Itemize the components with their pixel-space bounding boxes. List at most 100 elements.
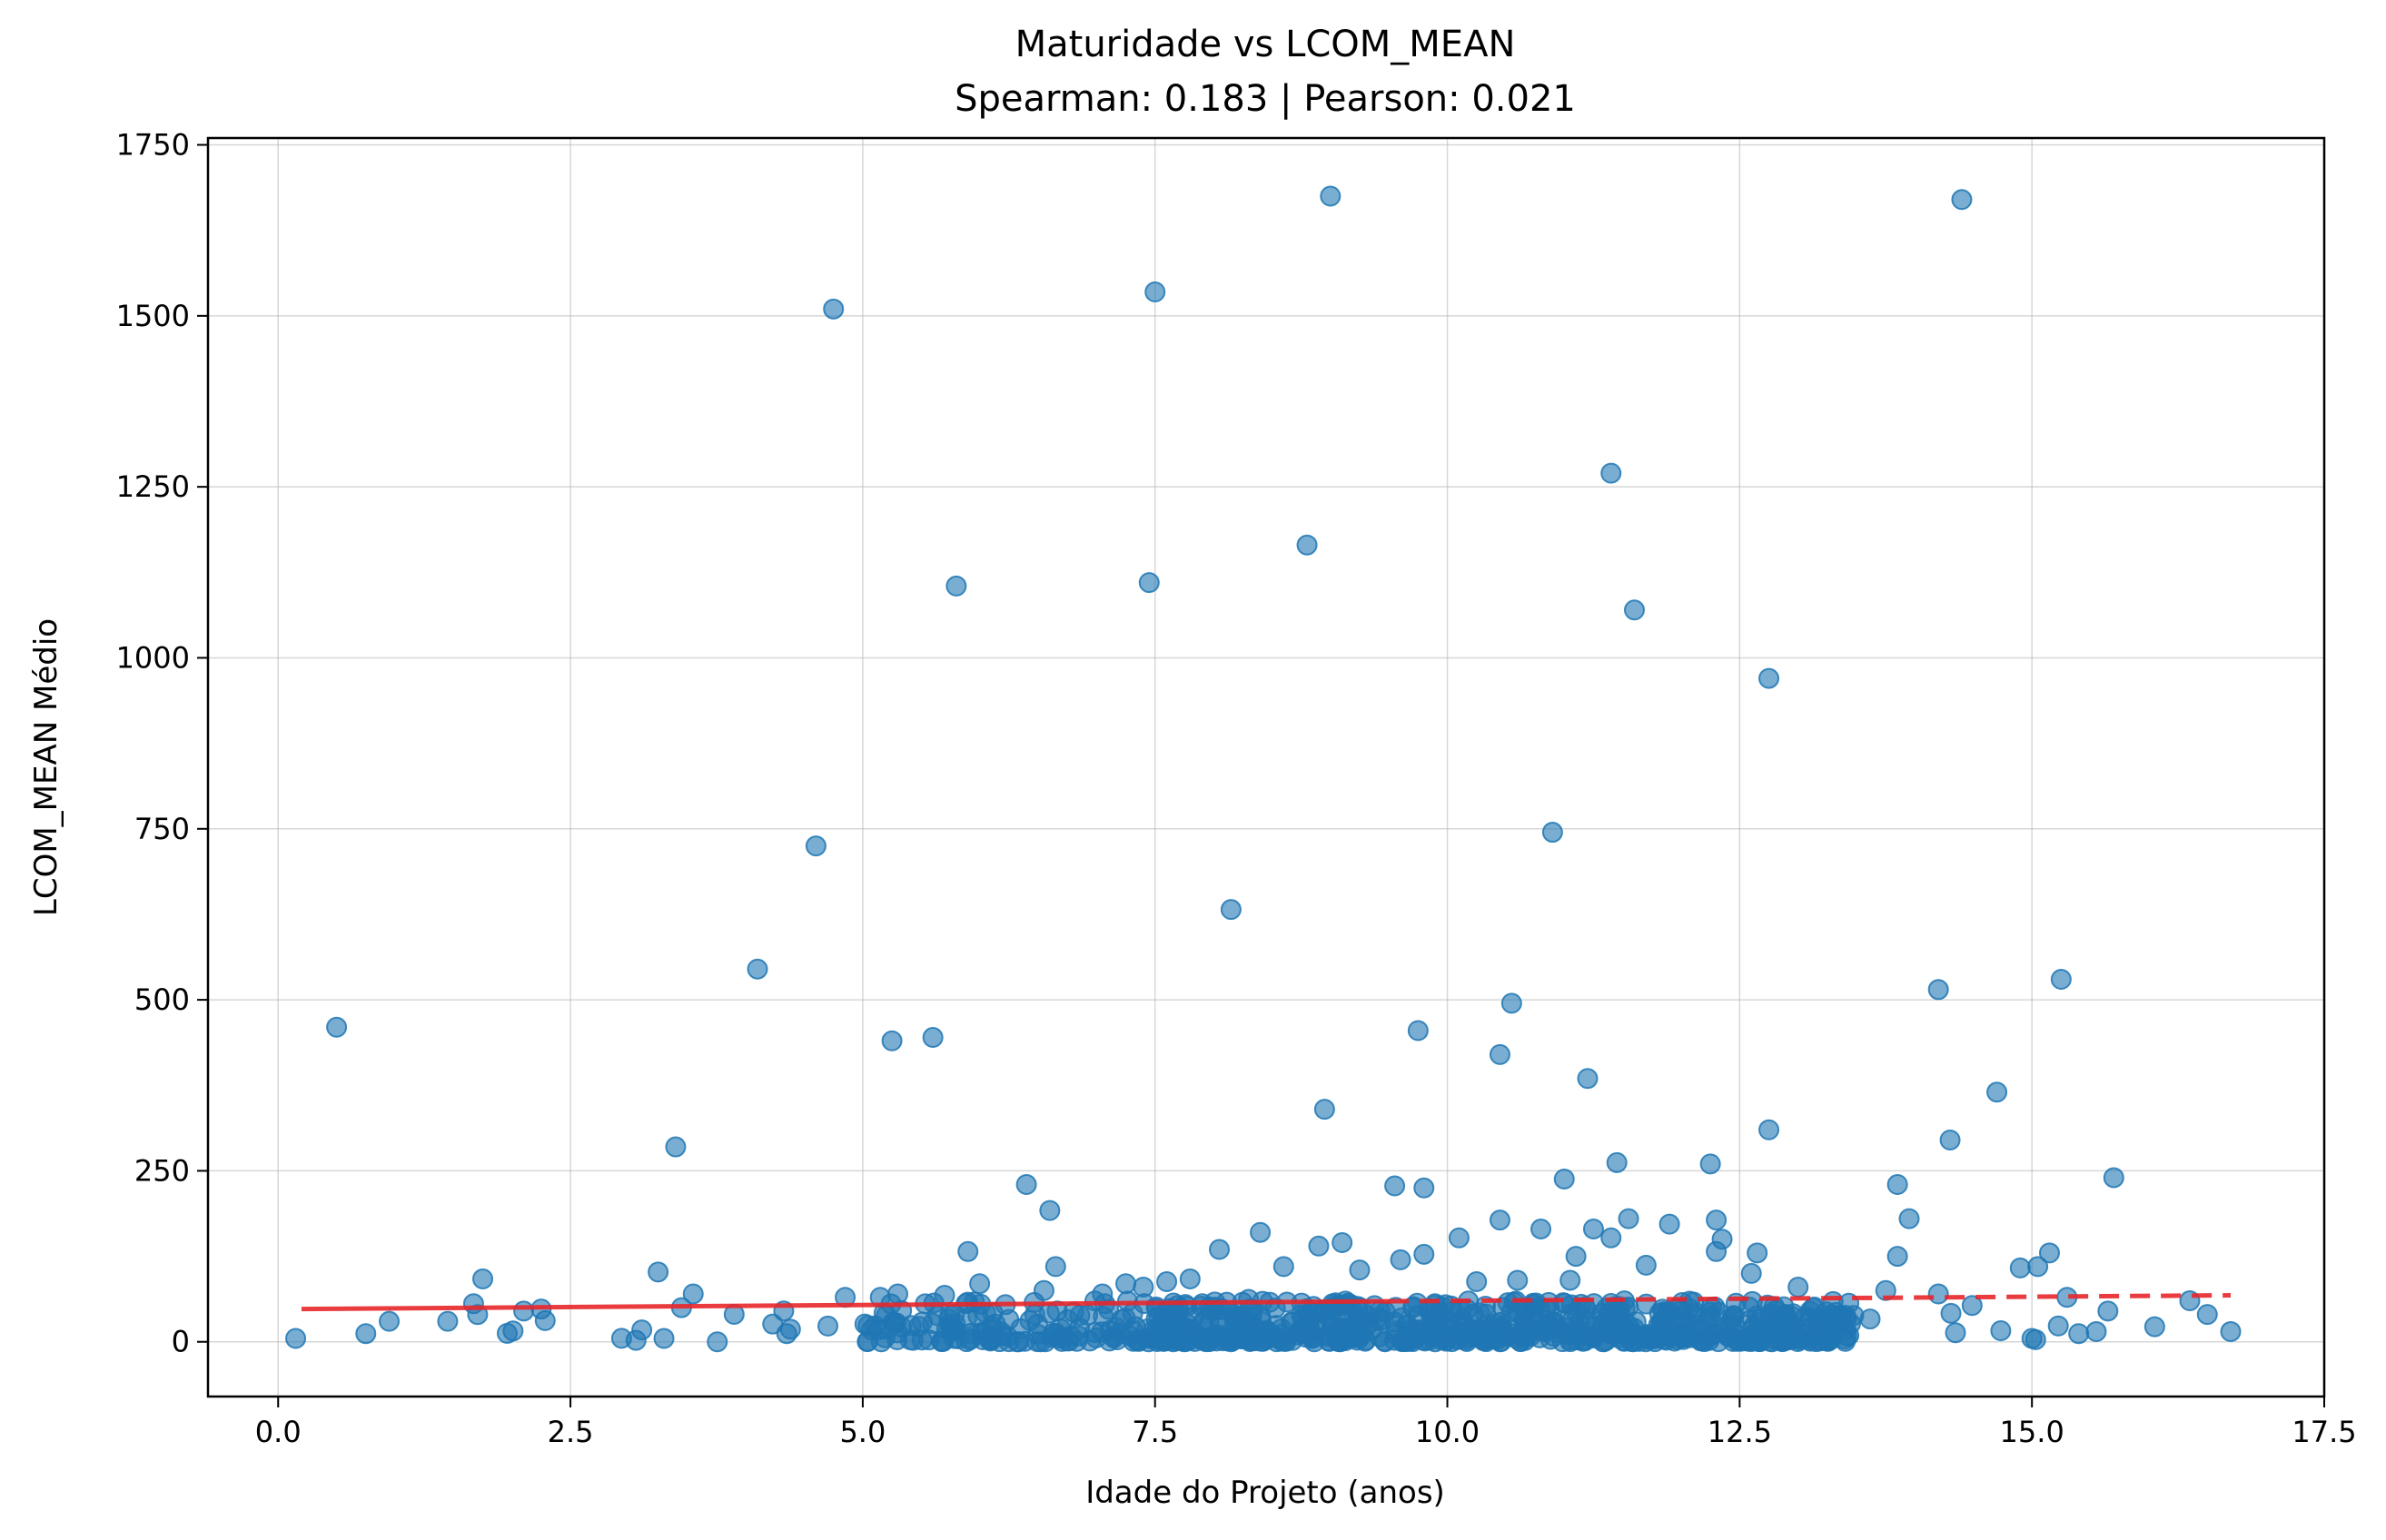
data-point [1313, 1099, 1335, 1120]
data-point [1165, 1324, 1187, 1346]
data-point [472, 1268, 494, 1289]
data-point [1299, 1318, 1321, 1339]
data-point [1628, 1330, 1649, 1352]
data-point [1747, 1242, 1768, 1264]
y-axis-ticks: 0 250 500 750 1000 1250 1500 1750 [116, 128, 208, 1359]
data-point [911, 1311, 933, 1333]
y-tick-label: 0 [172, 1325, 190, 1359]
data-point [945, 575, 967, 597]
data-point [1109, 1323, 1131, 1345]
data-point [1332, 1232, 1353, 1254]
data-point [1489, 1209, 1510, 1231]
y-tick-label: 500 [134, 982, 190, 1017]
data-point [1179, 1268, 1201, 1289]
data-point [1798, 1318, 1820, 1339]
data-point [1176, 1295, 1198, 1317]
data-point [1272, 1256, 1294, 1278]
data-point [1349, 1259, 1371, 1281]
data-point [1766, 1309, 1787, 1331]
data-point [1986, 1081, 2008, 1103]
data-point [983, 1319, 1005, 1341]
data-point [1859, 1308, 1881, 1330]
data-point [2068, 1323, 2090, 1345]
data-point [2103, 1167, 2124, 1189]
data-point [1990, 1319, 2012, 1341]
x-axis-ticks: 0.0 2.5 5.0 7.5 10.0 12.5 15.0 17.5 [255, 1397, 2357, 1449]
data-point [1658, 1301, 1679, 1323]
data-point [1014, 1330, 1035, 1352]
data-point [1045, 1322, 1067, 1344]
data-point [881, 1030, 903, 1051]
data-point [1553, 1168, 1575, 1190]
data-point [1951, 189, 1973, 211]
data-point [1749, 1318, 1771, 1340]
data-point [1115, 1273, 1137, 1295]
data-point [1076, 1304, 1098, 1326]
trend-line-dashed [1389, 1293, 2232, 1304]
data-point [1565, 1246, 1587, 1268]
data-point [1413, 1243, 1435, 1265]
data-point [1927, 979, 1949, 1001]
data-point [823, 298, 845, 320]
data-point [1727, 1330, 1748, 1352]
data-point [1384, 1329, 1406, 1351]
data-point [1541, 822, 1563, 844]
data-point [944, 1319, 965, 1341]
data-point [1606, 1151, 1628, 1173]
data-point [1533, 1319, 1555, 1341]
x-axis-label: Idade do Projeto (anos) [1085, 1475, 1445, 1511]
data-point [1570, 1293, 1592, 1315]
data-point [817, 1315, 839, 1337]
y-tick-label: 1500 [116, 299, 190, 333]
data-point [2220, 1320, 2242, 1342]
data-point [1448, 1227, 1470, 1249]
data-point [1220, 899, 1242, 921]
data-point [1491, 1318, 1513, 1340]
data-point [665, 1136, 687, 1158]
data-point [1209, 1239, 1231, 1260]
data-point [1886, 1173, 1908, 1195]
data-point [1489, 1043, 1510, 1065]
data-point [922, 1027, 944, 1049]
data-point [1623, 599, 1645, 621]
y-axis-label: LCOM_MEAN Médio [28, 618, 64, 916]
data-point [1927, 1283, 1949, 1305]
data-point [1421, 1315, 1442, 1337]
data-point [653, 1328, 675, 1349]
data-point [682, 1283, 704, 1305]
data-point [1084, 1322, 1105, 1344]
data-point [1156, 1270, 1178, 1292]
data-point [326, 1016, 348, 1038]
x-tick-label: 10.0 [1415, 1415, 1480, 1449]
data-point [969, 1273, 991, 1295]
data-point [1577, 1068, 1599, 1090]
data-point [1039, 1199, 1061, 1221]
data-point [1530, 1218, 1552, 1239]
data-point [2143, 1316, 2165, 1338]
data-point [2025, 1328, 2046, 1350]
data-point [502, 1320, 524, 1342]
data-point [1144, 281, 1166, 302]
data-point [534, 1309, 556, 1331]
data-point [1024, 1304, 1045, 1326]
y-tick-label: 1750 [116, 128, 190, 163]
data-point [1384, 1175, 1406, 1197]
data-point [1233, 1318, 1255, 1339]
chart-subtitle: Spearman: 0.183 | Pearson: 0.021 [955, 78, 1576, 120]
data-point [1815, 1328, 1837, 1349]
data-point [1559, 1269, 1581, 1291]
data-point [1723, 1306, 1745, 1328]
data-point [1514, 1312, 1536, 1334]
data-point [437, 1310, 459, 1332]
data-point [1699, 1153, 1721, 1175]
data-point [1191, 1314, 1213, 1336]
data-point [1939, 1130, 1961, 1151]
trend-line-solid [301, 1298, 1390, 1312]
data-point [1706, 1240, 1728, 1262]
data-point [1758, 1119, 1780, 1140]
data-point [1401, 1318, 1423, 1340]
data-point [707, 1331, 728, 1353]
x-tick-label: 15.0 [2000, 1415, 2064, 1449]
data-point [1822, 1290, 1844, 1312]
